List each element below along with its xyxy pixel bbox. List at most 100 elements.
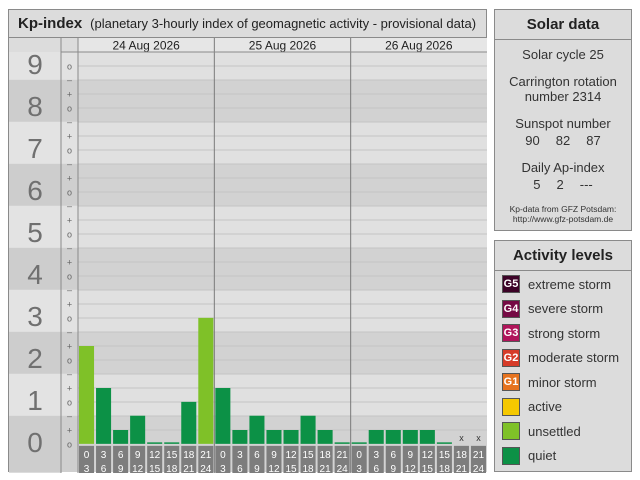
kp-tick-band — [61, 331, 78, 374]
interval-end-label: 9 — [254, 464, 260, 473]
kp-minor-label: – — [67, 117, 72, 127]
kp-minor-label: o — [67, 187, 72, 197]
activity-level-item: G4 severe storm — [502, 299, 603, 319]
kp-minor-label: + — [67, 426, 72, 436]
kp-bar — [436, 442, 452, 444]
activity-level-label: minor storm — [528, 374, 597, 390]
interval-start-label: 0 — [356, 450, 362, 461]
ap-value: 5 — [533, 177, 541, 192]
interval-box — [113, 445, 129, 473]
interval-end-label: 21 — [456, 464, 468, 473]
activity-color-swatch: G5 — [502, 275, 520, 293]
activity-level-label: quiet — [528, 448, 557, 463]
carrington-line-1: Carrington rotation — [509, 74, 617, 89]
kp-axis-band — [9, 331, 61, 374]
kp-axis-band — [9, 289, 61, 332]
interval-end-label: 18 — [303, 464, 315, 473]
interval-end-label: 21 — [320, 464, 332, 473]
interval-start-label: 12 — [422, 450, 434, 461]
kp-minor-label: – — [67, 243, 72, 253]
interval-box — [470, 445, 486, 473]
date-header-row — [78, 38, 487, 52]
kp-minor-label: + — [67, 342, 72, 352]
solar-data-panel: Solar data Solar cycle 25 Carrington rot… — [494, 9, 632, 231]
interval-end-label: 18 — [439, 464, 451, 473]
interval-box — [181, 445, 197, 473]
interval-end-label: 24 — [337, 464, 349, 473]
carrington-line-2: number 2314 — [524, 89, 602, 104]
kp-level-label: 3 — [27, 301, 43, 332]
kp-band — [78, 373, 487, 416]
kp-band — [78, 79, 487, 122]
interval-box — [79, 445, 95, 473]
sunspot-value: 90 — [525, 133, 540, 148]
interval-box — [402, 445, 418, 473]
interval-box — [96, 445, 112, 473]
kp-minor-label: o — [67, 355, 72, 365]
kp-bar — [266, 430, 282, 444]
interval-end-label: 6 — [237, 464, 243, 473]
kp-band — [78, 415, 487, 472]
activity-level-label: extreme storm — [528, 276, 612, 292]
interval-box — [147, 445, 163, 473]
kp-minor-label: + — [67, 90, 72, 100]
interval-box — [283, 445, 299, 473]
interval-box — [164, 445, 180, 473]
interval-box — [215, 445, 231, 473]
interval-end-label: 12 — [405, 464, 417, 473]
interval-start-label: 15 — [303, 450, 315, 461]
interval-end-label: 12 — [268, 464, 280, 473]
kp-minor-label: o — [67, 229, 72, 239]
activity-color-swatch: G3 — [502, 324, 520, 342]
kp-minor-label: o — [67, 313, 72, 323]
interval-start-label: 18 — [183, 450, 195, 461]
interval-start-label: 9 — [271, 450, 277, 461]
kp-band — [78, 205, 487, 248]
interval-end-label: 21 — [183, 464, 195, 473]
kp-minor-label: o — [67, 145, 72, 155]
interval-end-label: 3 — [84, 464, 90, 473]
interval-end-label: 3 — [220, 464, 226, 473]
interval-start-label: 0 — [84, 450, 90, 461]
interval-end-label: 15 — [149, 464, 161, 473]
kp-axis-band — [9, 415, 61, 472]
sunspot-value: 82 — [555, 133, 571, 148]
interval-start-label: 6 — [390, 450, 396, 461]
kp-minor-label: + — [67, 384, 72, 394]
interval-end-label: 24 — [200, 464, 212, 473]
kp-level-label: 9 — [27, 49, 43, 80]
kp-level-label: 1 — [27, 385, 43, 416]
activity-level-label: moderate storm — [528, 350, 620, 365]
interval-end-label: 24 — [473, 464, 485, 473]
interval-start-label: 9 — [408, 450, 414, 461]
sunspot-values: 90 82 87 — [495, 133, 631, 148]
kp-minor-label: + — [67, 300, 72, 310]
solar-panel-title: Solar data — [495, 10, 631, 40]
kp-level-label: 7 — [27, 133, 43, 164]
activity-level-item: quiet — [502, 446, 556, 466]
kp-bar — [385, 430, 401, 444]
activity-level-item: G5 extreme storm — [502, 274, 611, 294]
day-label: 25 Aug 2026 — [249, 39, 317, 53]
ap-index-values: 5 2 --- — [495, 177, 631, 192]
missing-marker: x — [459, 433, 464, 443]
activity-color-swatch: G2 — [502, 348, 520, 367]
activity-level-label: active — [528, 399, 562, 414]
interval-start-label: 3 — [237, 450, 243, 461]
kp-level-label: 5 — [27, 217, 43, 248]
kp-minor-label: – — [67, 159, 72, 169]
day-label: 24 Aug 2026 — [112, 39, 180, 53]
activity-level-item: G2 moderate storm — [502, 348, 619, 368]
interval-start-label: 21 — [473, 450, 485, 461]
kp-bar — [181, 401, 197, 444]
kp-minor-label: o — [67, 271, 72, 281]
kp-bar — [147, 442, 163, 444]
activity-panel-title: Activity levels — [495, 241, 631, 271]
activity-level-label: strong storm — [528, 325, 601, 341]
kp-bar — [113, 430, 129, 444]
kp-bar — [402, 430, 418, 444]
interval-start-label: 15 — [166, 450, 178, 461]
ap-index-label: Daily Ap-index — [521, 160, 605, 175]
interval-box — [232, 445, 248, 473]
interval-start-label: 0 — [220, 450, 226, 461]
